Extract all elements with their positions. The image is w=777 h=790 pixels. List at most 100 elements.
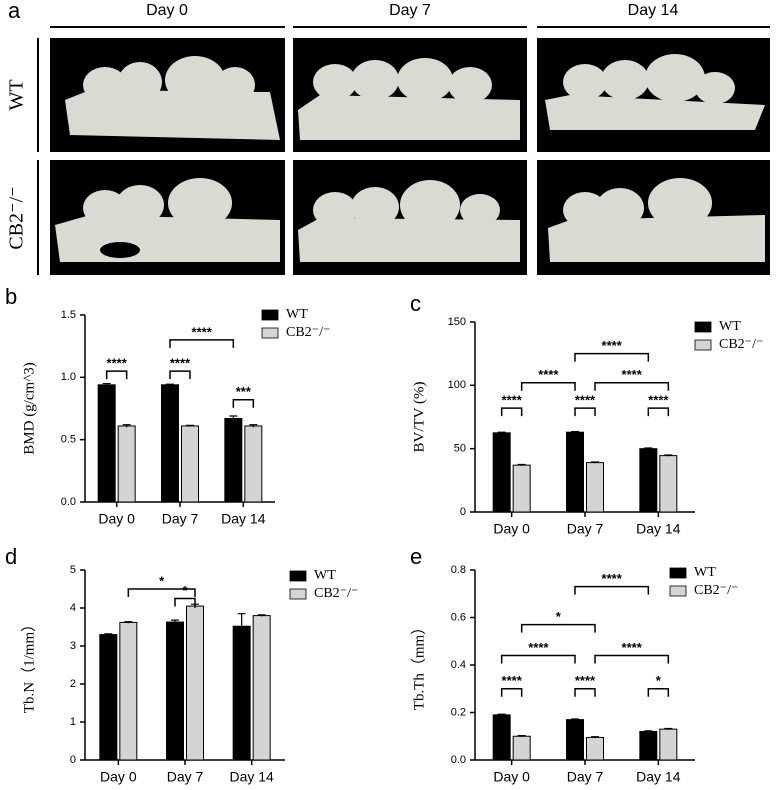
legend-label: WT — [694, 565, 716, 580]
error-bar — [124, 621, 133, 624]
error-bar — [171, 619, 179, 624]
y-tick-label: 0.2 — [451, 706, 466, 718]
significance-bracket — [574, 688, 596, 697]
error-bar — [571, 718, 579, 721]
bar — [232, 625, 251, 761]
error-bar — [249, 424, 258, 428]
bar — [244, 425, 263, 503]
significance-bracket — [500, 407, 523, 417]
error-bar — [122, 424, 131, 428]
column-label: Day 0 — [146, 2, 188, 19]
error-bar — [664, 727, 673, 730]
legend-swatch — [694, 339, 712, 351]
x-tick-label: Day 7 — [167, 769, 204, 785]
y-tick-label: 4 — [70, 602, 76, 614]
x-tick-label: Day 7 — [162, 511, 199, 527]
bar — [586, 462, 604, 513]
significance-bracket — [574, 352, 650, 362]
significance-bracket — [574, 585, 650, 595]
y-tick-label: 3 — [70, 640, 76, 652]
bar — [186, 605, 204, 761]
significance-bracket — [232, 399, 255, 408]
bar — [566, 431, 584, 513]
significance-label: **** — [622, 367, 643, 382]
legend-label: WT — [719, 319, 741, 334]
bar — [99, 634, 118, 761]
panel-label: a — [8, 0, 21, 23]
significance-bracket — [169, 370, 191, 380]
bar — [252, 615, 271, 761]
error-bar — [102, 382, 111, 387]
y-axis-title: BMD (g/cm^3) — [21, 362, 37, 454]
bar — [161, 384, 179, 503]
x-tick-label: Day 7 — [567, 521, 604, 537]
significance-bracket — [520, 382, 576, 391]
y-tick-label: 0.6 — [451, 611, 466, 623]
error-bar — [664, 454, 673, 457]
panel-label: e — [410, 544, 422, 569]
significance-label: * — [159, 573, 165, 588]
y-tick-label: 100 — [448, 379, 466, 391]
significance-label: **** — [502, 393, 523, 408]
y-axis-title: Tb.Th（mm） — [410, 620, 427, 710]
significance-label: **** — [602, 338, 623, 353]
error-bar — [237, 613, 246, 639]
significance-label: **** — [192, 324, 213, 339]
legend-swatch — [669, 585, 687, 597]
significance-label: **** — [170, 356, 191, 371]
error-bar — [591, 461, 599, 464]
panel-label: c — [410, 291, 421, 316]
y-tick-label: 0.0 — [61, 496, 76, 508]
y-tick-label: 0.5 — [61, 434, 76, 446]
significance-bracket — [520, 623, 596, 633]
significance-bracket — [127, 588, 196, 597]
legend-label: WT — [314, 568, 336, 583]
row-label: CB2⁻/⁻ — [6, 186, 28, 249]
error-bar — [591, 736, 599, 739]
significance-bracket — [647, 407, 670, 417]
y-tick-label: 0.0 — [451, 754, 466, 766]
significance-bracket — [105, 370, 128, 380]
error-bar — [644, 730, 653, 733]
legend-label: CB2⁻/⁻ — [286, 325, 330, 340]
legend-label: WT — [286, 307, 308, 322]
legend-swatch — [261, 309, 279, 321]
y-tick-label: 0.4 — [451, 659, 466, 671]
error-bar — [166, 383, 174, 386]
bar — [224, 417, 243, 503]
significance-label: *** — [236, 384, 252, 399]
legend-swatch — [669, 567, 687, 579]
significance-label: **** — [107, 356, 128, 371]
significance-label: **** — [528, 640, 549, 655]
bar — [512, 464, 531, 513]
error-bar — [517, 463, 526, 466]
error-bar — [257, 614, 266, 617]
significance-label: **** — [502, 673, 523, 688]
error-bar — [229, 415, 238, 421]
panel-label: b — [5, 284, 17, 309]
significance-bracket — [594, 654, 670, 664]
bar — [659, 728, 678, 761]
column-label: Day 7 — [389, 2, 431, 19]
y-tick-label: 2 — [70, 678, 76, 690]
x-tick-label: Day 7 — [567, 769, 604, 785]
significance-label: **** — [622, 640, 643, 655]
bar — [586, 736, 604, 761]
bar — [119, 621, 138, 761]
error-bar — [186, 424, 194, 427]
bar — [659, 455, 678, 513]
legend-swatch — [289, 570, 307, 582]
error-bar — [571, 430, 579, 433]
legend-swatch — [289, 588, 307, 600]
x-tick-label: Day 14 — [636, 769, 681, 785]
bar — [97, 384, 116, 503]
x-tick-label: Day 0 — [98, 511, 135, 527]
significance-label: * — [656, 673, 662, 688]
legend-label: CB2⁻/⁻ — [694, 583, 738, 598]
significance-bracket — [500, 654, 576, 664]
significance-bracket — [169, 339, 235, 348]
legend-swatch — [261, 327, 279, 339]
legend-swatch — [694, 321, 712, 333]
bar — [117, 425, 136, 503]
x-tick-label: Day 0 — [100, 769, 137, 785]
